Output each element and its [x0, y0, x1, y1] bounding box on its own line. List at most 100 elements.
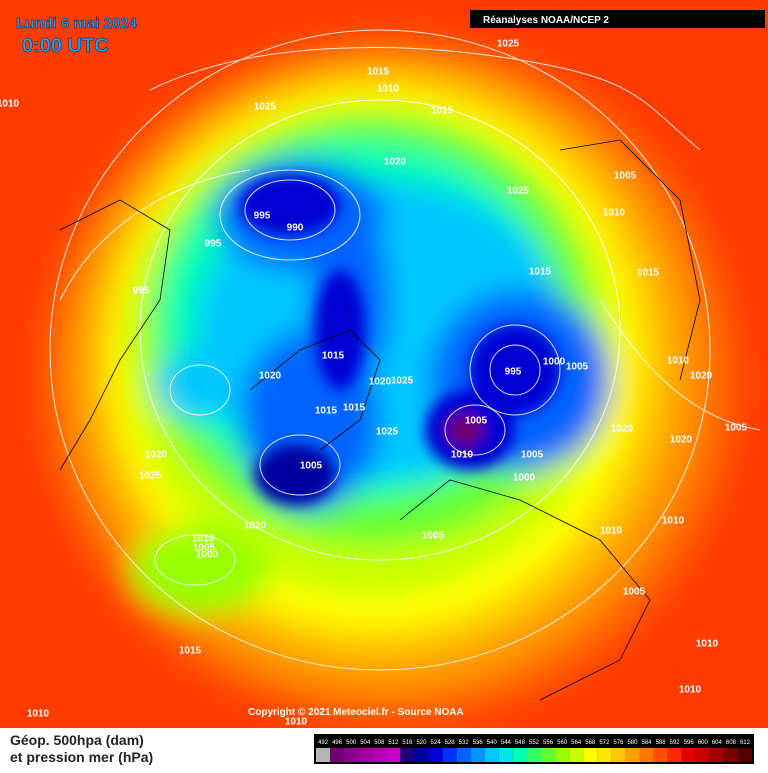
isobar-label: 1005	[193, 543, 216, 554]
isobar-label: 1005	[422, 531, 445, 542]
isobar-label: 1015	[322, 351, 345, 362]
colorbar-label: 608	[726, 740, 737, 746]
colorbar-cell	[555, 748, 570, 762]
colorbar-label: 600	[698, 740, 709, 746]
isobar-label: 1010	[0, 99, 20, 110]
isobar-label: 1005	[623, 587, 646, 598]
colorbar-cell	[569, 748, 584, 762]
colorbar-cell	[597, 748, 612, 762]
isobar-label: 1025	[497, 39, 520, 50]
colorbar-cell	[737, 748, 752, 762]
coastlines	[59, 139, 701, 701]
isobar-label: 1025	[139, 471, 162, 482]
colorbar-label: 584	[642, 740, 653, 746]
colorbar-cell	[681, 748, 696, 762]
colorbar-cell	[583, 748, 598, 762]
colorbar-cell	[526, 748, 542, 762]
colorbar-label: 568	[585, 740, 596, 746]
colorbar-label: 604	[712, 740, 723, 746]
isobar-labels: 1025 1015 1010 1025 1015 1020 1025 1005 1010 995 9…	[0, 39, 748, 728]
isobar-label: 990	[287, 223, 304, 234]
colorbar-label: 516	[402, 740, 413, 746]
isobar-label: 1025	[376, 427, 399, 438]
colorbar-cell	[414, 748, 429, 762]
colorbar-cell	[470, 748, 485, 762]
isobar-label: 1020	[611, 424, 634, 435]
isobar-label: 1020	[690, 371, 713, 382]
isobar-label: 1015	[637, 268, 660, 279]
time-title: 0:00 UTC	[22, 35, 109, 57]
isobar-label: 1025	[254, 102, 277, 113]
colorbar-cell	[625, 748, 640, 762]
isobar-label: 1010	[696, 639, 719, 650]
isobar-lines	[49, 29, 761, 671]
colorbar-label: 544	[501, 740, 512, 746]
isobar-label: 1010	[600, 526, 623, 537]
colorbar-label: 552	[529, 740, 540, 746]
colorbar-label: 520	[416, 740, 427, 746]
isobar-label: 1005	[614, 171, 637, 182]
isobar-label: 1015	[431, 106, 454, 117]
colorbar-cell	[400, 748, 415, 762]
colorbar-label: 512	[388, 740, 399, 746]
colorbar-cell	[723, 748, 738, 762]
source-box	[470, 10, 765, 28]
isobar-label: 1020	[145, 450, 168, 461]
isobar-label: 1010	[667, 356, 690, 367]
colorbar-label: 500	[346, 740, 357, 746]
colorbar-cell	[358, 748, 373, 762]
isobar-label: 995	[205, 239, 222, 250]
colorbar-cell	[316, 748, 331, 762]
colorbar-label: 576	[613, 740, 624, 746]
colorbar-label: 532	[459, 740, 470, 746]
isobar-label: 1010	[679, 685, 702, 696]
colorbar-cell	[372, 748, 387, 762]
colorbar-label: 560	[557, 740, 568, 746]
colorbar-cell	[386, 748, 401, 762]
colorbar-cell	[653, 748, 668, 762]
colorbar-cell	[442, 748, 457, 762]
isobar-label: 1005	[465, 416, 488, 427]
colorbar-cell	[611, 748, 626, 762]
colorbar-cell	[512, 748, 527, 762]
isobar-label: 1010	[451, 450, 474, 461]
isobar-label: 995	[254, 211, 271, 222]
isobar-label: 1015	[343, 403, 366, 414]
isobar-label: 1010	[603, 208, 626, 219]
legend-line-1: Géop. 500hpa (dam)	[10, 732, 144, 748]
isobar-label: 1000	[543, 357, 566, 368]
isobar-label: 1005	[725, 423, 748, 434]
colorbar-label: 564	[571, 740, 582, 746]
colorbar-label: 548	[515, 740, 526, 746]
colorbar-cell	[498, 748, 513, 762]
colorbar-label: 580	[627, 740, 638, 746]
colorbar-cell	[709, 748, 724, 762]
colorbar-label: 492	[318, 740, 329, 746]
isobar-label: 1015	[315, 406, 338, 417]
colorbar-label: 592	[670, 740, 681, 746]
colorbar-cell	[330, 748, 345, 762]
colorbar-label: 528	[445, 740, 456, 746]
colorbar-cell	[667, 748, 682, 762]
colorbar-label: 556	[543, 740, 554, 746]
colorbar-label: 612	[740, 740, 751, 746]
isobar-label: 1020	[244, 521, 267, 532]
colorbar-cell	[428, 748, 443, 762]
colorbar-label: 504	[360, 740, 371, 746]
isobar-label: 995	[133, 286, 150, 297]
colorbar-cell	[456, 748, 471, 762]
isobar-label: 1005	[300, 461, 323, 472]
colorbar-label: 524	[431, 740, 442, 746]
source-text: Réanalyses NOAA/NCEP 2	[483, 15, 609, 26]
isobar-label: 1000	[196, 550, 219, 561]
isobar-label: 1010	[285, 717, 308, 728]
colorbar-cell	[541, 748, 556, 762]
isobar-label: 1015	[529, 267, 552, 278]
colorbar-cell	[695, 748, 710, 762]
isobar-label: 1010	[377, 84, 400, 95]
colorbar-label: 596	[684, 740, 695, 746]
isobar-label: 1020	[670, 435, 693, 446]
isobar-label: 1025	[507, 186, 530, 197]
colorbar-cell	[484, 748, 499, 762]
